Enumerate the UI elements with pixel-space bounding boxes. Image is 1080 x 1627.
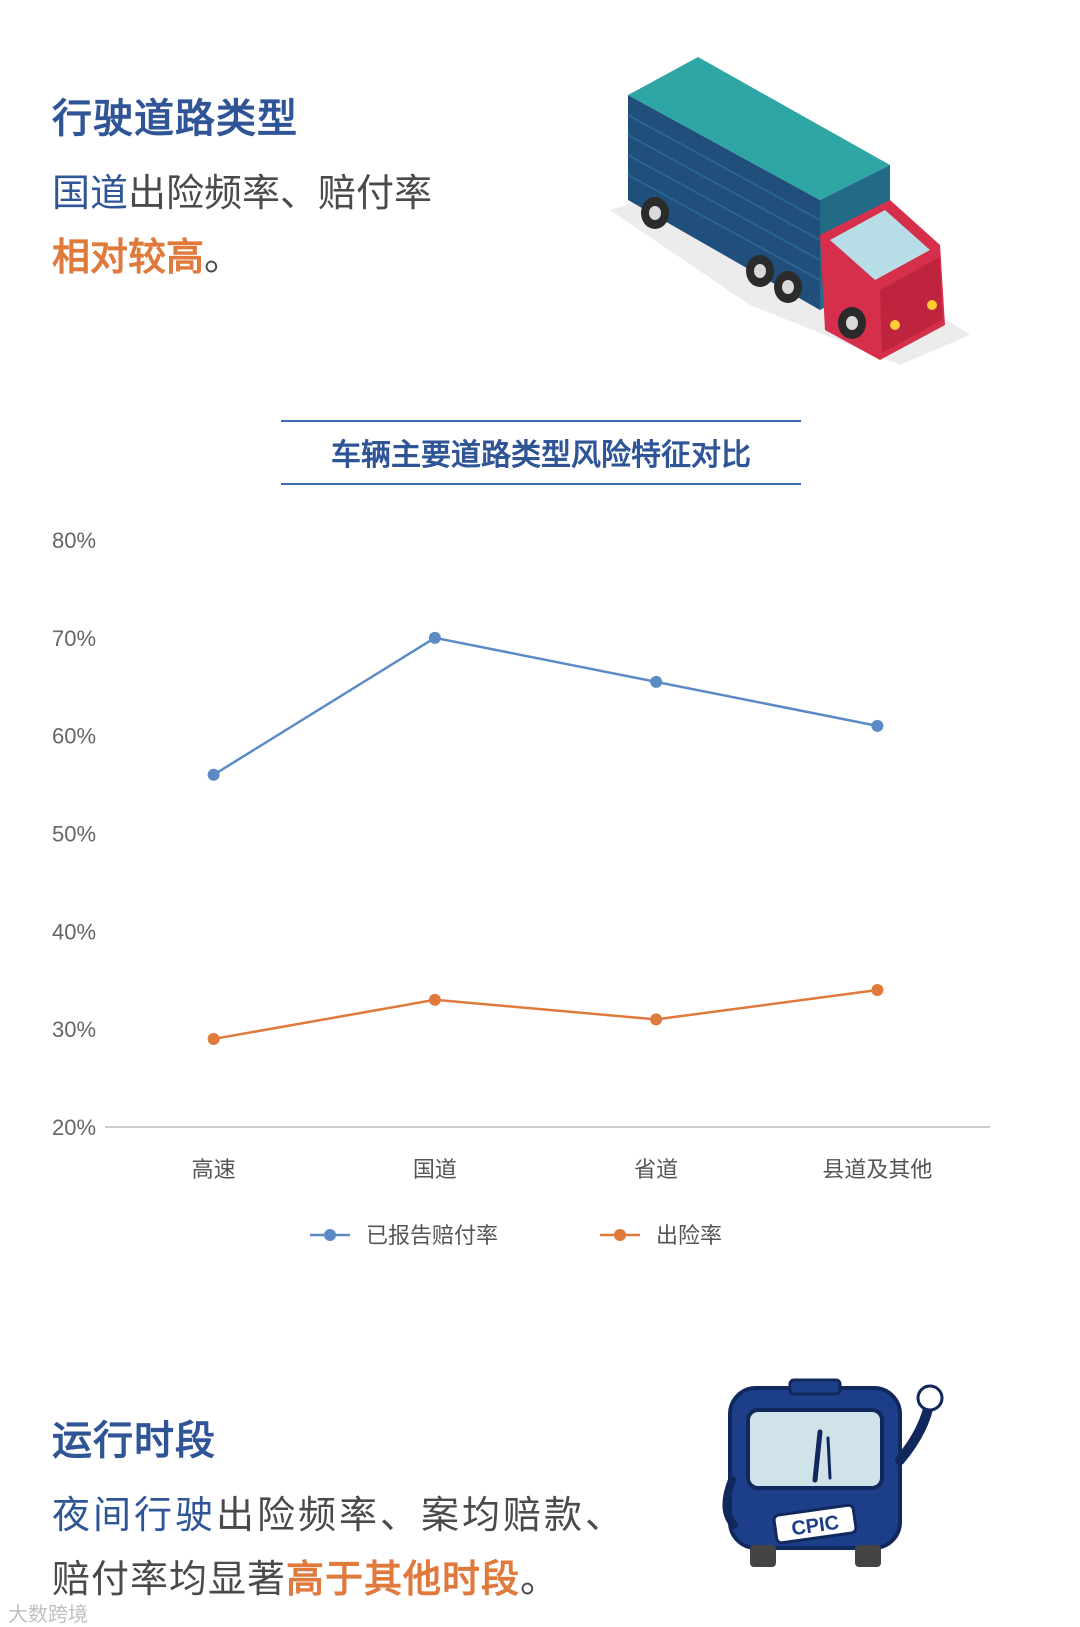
- summary-text: 出险频率、赔付率: [128, 171, 433, 215]
- data-point: [428, 993, 441, 1006]
- y-tick-label: 20%: [52, 1115, 96, 1140]
- y-axis-ticks: 80% 70% 60% 50% 40% 30% 20%: [52, 528, 96, 1140]
- chart-title-rule-top: [281, 420, 801, 422]
- data-point: [428, 631, 441, 644]
- road-type-summary-line1: 国道出险频率、赔付率: [52, 162, 432, 217]
- legend-swatch-dot: [614, 1229, 626, 1241]
- truck-cargo-top: [628, 57, 890, 200]
- x-tick-label: 国道: [413, 1157, 457, 1182]
- time-period-summary-line2: 赔付率均显著高于其他时段。: [52, 1548, 559, 1603]
- highlight-national-road: 国道: [52, 171, 129, 215]
- x-tick-label: 高速: [192, 1157, 236, 1182]
- legend: 已报告赔付率 出险率: [310, 1223, 722, 1248]
- summary-text: 出险频率、案均赔款、: [216, 1493, 627, 1537]
- highlight-higher-than-others: 高于其他时段: [286, 1557, 521, 1601]
- data-point: [207, 768, 220, 781]
- truck-windshield: [830, 210, 930, 280]
- section-heading-time-period: 运行时段: [52, 1418, 216, 1464]
- legend-swatch-dot: [324, 1229, 336, 1241]
- y-tick-label: 40%: [52, 919, 96, 944]
- highlight-relatively-high: 相对较高: [52, 235, 205, 279]
- bus-mascot-illustration: CPIC: [722, 1378, 944, 1567]
- data-point: [871, 719, 884, 732]
- time-period-summary-line1: 夜间行驶出险频率、案均赔款、: [52, 1484, 626, 1539]
- x-tick-label: 县道及其他: [822, 1157, 932, 1182]
- series-line-1: [213, 988, 878, 1041]
- y-tick-label: 50%: [52, 822, 96, 847]
- section-heading-road-type: 行驶道路类型: [52, 96, 298, 142]
- legend-label: 已报告赔付率: [366, 1223, 498, 1248]
- y-tick-label: 30%: [52, 1017, 96, 1042]
- x-axis-ticks: 高速 国道 省道 县道及其他: [192, 1157, 933, 1182]
- series-layer: [207, 631, 884, 1045]
- line-chart: 80% 70% 60% 50% 40% 30% 20% 高速 国道 省道 县道及其他 已报告赔付率…: [52, 528, 990, 1248]
- data-point: [871, 984, 884, 997]
- chart-title-rule-bottom: [281, 483, 801, 485]
- x-tick-label: 省道: [634, 1157, 678, 1182]
- road-type-summary-line2: 相对较高。: [52, 226, 242, 281]
- watermark: 大数跨境: [8, 1602, 88, 1626]
- y-tick-label: 80%: [52, 528, 96, 553]
- chart-title: 车辆主要道路类型风险特征对比: [331, 438, 751, 473]
- data-point: [207, 1032, 220, 1045]
- y-tick-label: 70%: [52, 626, 96, 651]
- summary-text: 赔付率均显著: [52, 1557, 287, 1601]
- data-point: [650, 675, 663, 688]
- legend-label: 出险率: [656, 1223, 722, 1248]
- summary-period: 。: [520, 1557, 560, 1601]
- summary-period: 。: [204, 235, 243, 279]
- truck-illustration: [610, 57, 970, 365]
- data-point: [650, 1013, 663, 1026]
- highlight-night-driving: 夜间行驶: [52, 1493, 217, 1537]
- truck-cargo-side: [628, 95, 820, 310]
- series-line-0: [212, 636, 878, 776]
- y-tick-label: 60%: [52, 724, 96, 749]
